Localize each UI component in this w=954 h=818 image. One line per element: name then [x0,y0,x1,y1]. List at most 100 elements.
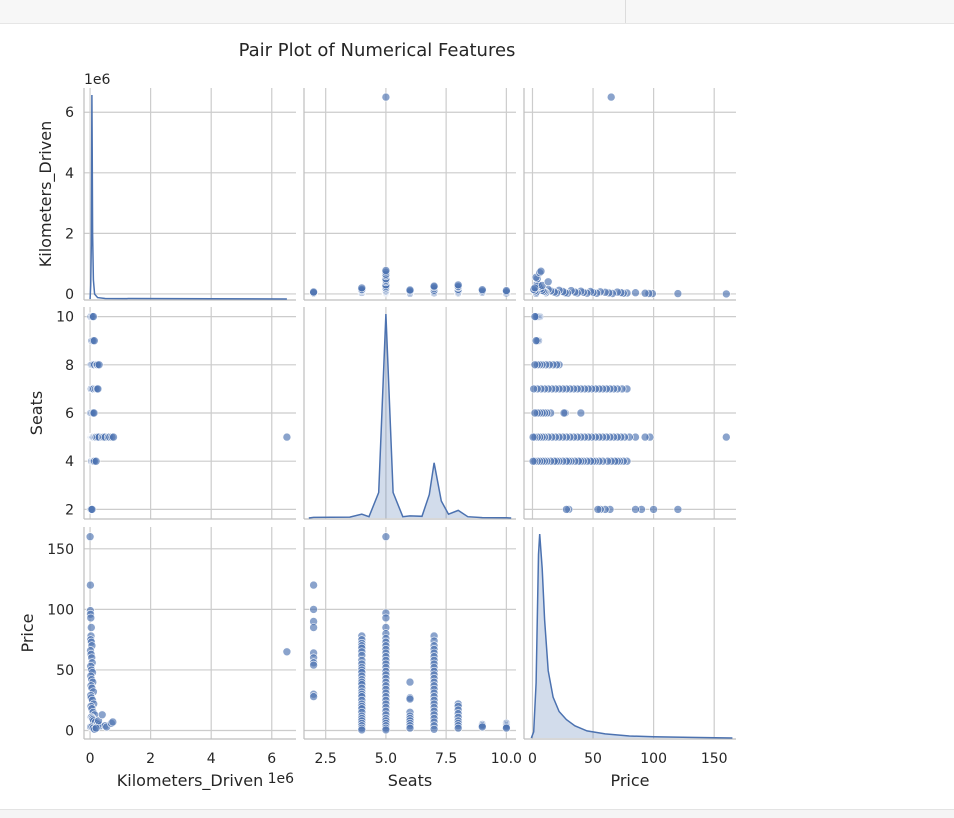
scatter-point [309,580,318,590]
x-tick-label: 0 [86,751,95,767]
x-tick-label: 150 [701,751,728,767]
x-tick-label: 0 [528,751,537,767]
y-axis-label: Price [18,613,37,652]
scatter-point [282,647,292,657]
y-tick-label: 0 [65,724,74,740]
scatter-point [309,623,318,632]
scatter-point [90,336,99,346]
kde-line [308,313,512,519]
scatter-point [381,725,391,735]
scatter-point [543,277,553,287]
x-tick-label: 2.5 [315,751,337,767]
scatter-point [86,613,96,623]
scatter-point [429,281,439,291]
kde-area [308,314,512,518]
scatter-point [381,266,391,275]
scatter-point [559,408,569,418]
scatter-point [309,660,318,670]
scatter-point [108,717,118,727]
scatter-point [640,432,650,442]
x-tick-label: 4 [207,751,216,767]
scatter-point [528,456,538,466]
kde-line [530,533,733,739]
y-tick-label: 10 [56,310,74,326]
scatter-point [477,722,487,732]
scatter-point [357,283,367,293]
panel-Kilometers_Driven-vs-Seats [303,88,516,301]
y-tick-label: 150 [47,542,74,558]
scatter-point [721,289,731,299]
kde-line [89,94,287,300]
scatter-point [89,312,98,321]
y-tick-label: 2 [65,502,74,518]
y-tick-label: 6 [65,406,74,422]
scatter-point [529,384,539,394]
scatter-point [453,723,463,733]
scatter-point [429,724,439,734]
scatter-point [536,266,546,276]
scatter-point [721,432,731,442]
y-offset-label: 1e6 [84,72,111,88]
scatter-point [576,408,586,418]
x-tick-label: 100 [640,751,667,767]
y-tick-label: 4 [65,454,74,470]
scatter-point [405,723,415,733]
scatter-point [309,287,318,297]
scatter-point [97,710,107,720]
panel-Seats-vs-Price [523,307,736,520]
x-tick-label: 10.0 [491,751,522,767]
y-tick-label: 8 [65,358,74,374]
scatter-point [673,289,683,298]
chart-title: Pair Plot of Numerical Features [239,40,516,61]
y-axis-label: Kilometers_Driven [36,121,56,267]
scatter-point [531,336,541,346]
y-tick-label: 100 [47,602,74,618]
scatter-point [631,505,640,514]
scatter-point [357,725,367,735]
x-tick-label: 50 [584,751,602,767]
scatter-point [381,613,391,623]
x-offset-label: 1e6 [268,771,295,787]
scatter-point [91,723,101,733]
y-tick-label: 2 [65,226,74,242]
scatter-point [631,288,640,298]
scatter-point [606,92,616,102]
y-tick-label: 4 [65,166,74,182]
scatter-point [502,286,511,295]
scatter-point [530,312,540,321]
kde-area [531,534,733,738]
y-axis-label: Seats [27,391,46,435]
scatter-point [89,408,99,418]
scatter-point [502,723,511,733]
scatter-point [309,605,318,614]
scatter-point [405,285,415,295]
scatter-point [381,92,391,102]
x-axis-label: Price [610,771,649,790]
scatter-point [94,360,104,370]
scatter-point [649,505,658,514]
panel-Price-vs-Seats: 2.5 5.0 7.5 10.0 Seats [303,527,522,790]
scatter-point [309,692,318,701]
x-tick-label: 7.5 [435,751,457,767]
scatter-point [530,360,540,370]
scatter-point [109,432,118,442]
scatter-point [93,384,103,394]
scatter-point [381,532,391,542]
window-bottom-bar [0,809,954,818]
scatter-point [282,432,292,442]
y-tick-label: 50 [56,663,74,679]
scatter-point [87,623,96,632]
panel-Kilometers_Driven-vs-Price [523,88,736,301]
scatter-point [86,580,95,590]
scatter-point [673,505,683,514]
y-tick-label: 6 [65,105,74,121]
panel-Kilometers_Driven-vs-Kilometers_Driven: 0 2 4 6 Kilometers_Driven 1e6 [36,72,296,303]
panel-Price-vs-Price: 0 50 100 150 Price [523,527,736,790]
top-bar-divider [625,0,626,23]
scatter-point [405,694,415,704]
x-tick-label: 5.0 [375,751,397,767]
x-tick-label: 6 [267,751,276,767]
scatter-point [530,283,540,293]
